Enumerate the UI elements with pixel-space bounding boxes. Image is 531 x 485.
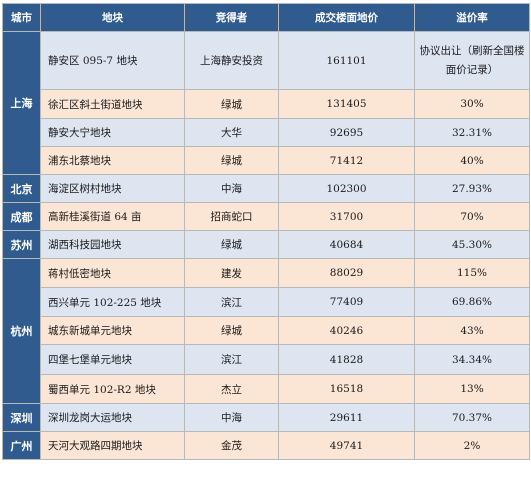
header-city: 城市 — [2, 3, 41, 32]
winner-cell: 中海 — [184, 174, 279, 203]
price-cell: 71412 — [278, 146, 415, 175]
premium-cell: 69.86% — [414, 287, 530, 317]
table-row: 四堡七堡单元地块 滨江 41828 34.34% — [3, 344, 530, 375]
premium-cell: 40% — [414, 146, 530, 175]
price-cell: 161101 — [278, 31, 415, 90]
price-cell: 29611 — [278, 403, 415, 432]
premium-cell: 30% — [414, 89, 530, 119]
table-row: 蜀西单元 102-R2 地块 杰立 16518 13% — [3, 374, 530, 404]
header-premium: 溢价率 — [414, 3, 530, 32]
premium-cell: 27.93% — [414, 174, 530, 203]
table-row: 西兴单元 102-225 地块 滨江 77409 69.86% — [3, 287, 530, 317]
city-cell: 苏州 — [2, 230, 41, 259]
winner-cell: 中海 — [184, 403, 279, 432]
header-price: 成交楼面地价 — [278, 3, 415, 32]
plot-cell: 湖西科技园地块 — [40, 230, 185, 259]
price-cell: 77409 — [278, 287, 415, 317]
table-row: 成都 高新桂溪街道 64 亩招商蛇口 31700 70% — [2, 202, 530, 231]
table-row: 北京 海淀区树村地块 中海 102300 27.93% — [2, 174, 530, 203]
price-cell: 31700 — [278, 202, 415, 231]
premium-cell: 70.37% — [414, 403, 530, 432]
price-cell: 40684 — [278, 230, 415, 259]
plot-cell: 海淀区树村地块 — [40, 174, 185, 203]
plot-cell: 静安区 095-7 地块 — [40, 31, 185, 90]
plot-cell: 天河大观路四期地块 — [40, 431, 185, 460]
winner-cell: 金茂 — [184, 431, 279, 460]
plot-cell: 静安大宁地块 — [40, 118, 185, 147]
city-cell: 成都 — [2, 202, 41, 231]
plot-cell: 高新桂溪街道 64 亩 — [40, 202, 185, 231]
header-winner: 竞得者 — [184, 3, 279, 32]
premium-cell: 43% — [414, 316, 530, 345]
table-row: 静安大宁地块 大华 92695 32.31% — [3, 118, 530, 147]
premium-cell: 70% — [414, 202, 530, 231]
city-cell: 深圳 — [2, 403, 41, 432]
price-cell: 102300 — [278, 174, 415, 203]
winner-cell: 绿城 — [184, 230, 279, 259]
winner-cell: 建发 — [184, 258, 279, 288]
price-cell: 40246 — [278, 316, 415, 345]
price-cell: 92695 — [278, 118, 415, 147]
table-body: 上海 静安区 095-7 地块 上海静安投资 161101 协议出让（刷新全国楼面价记录… — [2, 31, 530, 460]
city-cell: 上海 — [2, 31, 41, 175]
winner-cell: 上海静安投资 — [184, 31, 279, 90]
table-row: 上海 静安区 095-7 地块 上海静安投资 161101 协议出让（刷新全国楼面价记录… — [2, 31, 530, 175]
price-cell: 88029 — [278, 258, 415, 288]
table-row: 浦东北蔡地块 绿城 71412 40% — [3, 146, 530, 175]
premium-cell: 32.31% — [414, 118, 530, 147]
winner-cell: 绿城 — [184, 316, 279, 345]
plot-cell: 西兴单元 102-225 地块 — [40, 287, 185, 317]
winner-cell: 绿城 — [184, 89, 279, 119]
winner-cell: 滨江 — [184, 344, 279, 375]
premium-cell: 13% — [414, 374, 530, 404]
price-cell: 49741 — [278, 431, 415, 460]
header-plot: 地块 — [40, 3, 185, 32]
premium-cell: 45.30% — [414, 230, 530, 259]
table-row: 深圳 深圳龙岗大运地块 中海 29611 70.37% — [2, 403, 530, 432]
winner-cell: 招商蛇口 — [184, 202, 279, 231]
price-cell: 16518 — [278, 374, 415, 404]
plot-cell: 徐汇区斜土街道地块 — [40, 89, 185, 119]
city-cell: 杭州 — [2, 258, 41, 404]
price-cell: 41828 — [278, 344, 415, 375]
premium-cell: 34.34% — [414, 344, 530, 375]
plot-cell: 四堡七堡单元地块 — [40, 344, 185, 375]
plot-cell: 蒋村低密地块 — [40, 258, 185, 288]
winner-cell: 大华 — [184, 118, 279, 147]
plot-cell: 深圳龙岗大运地块 — [40, 403, 185, 432]
winner-cell: 滨江 — [184, 287, 279, 317]
winner-cell: 杰立 — [184, 374, 279, 404]
plot-cell: 蜀西单元 102-R2 地块 — [40, 374, 185, 404]
plot-cell: 浦东北蔡地块 — [40, 146, 185, 175]
header-row: 城市 地块 竞得者 成交楼面地价 溢价率 — [2, 3, 530, 32]
city-cell: 广州 — [2, 431, 41, 460]
table-row: 徐汇区斜土街道地块 绿城 131405 30% — [3, 89, 530, 119]
premium-cell: 2% — [414, 431, 530, 460]
premium-cell: 115% — [414, 258, 530, 288]
plot-cell: 城东新城单元地块 — [40, 316, 185, 345]
table-row: 广州 天河大观路四期地块 金茂 49741 2% — [2, 431, 530, 460]
premium-cell: 协议出让（刷新全国楼面价记录） — [414, 31, 530, 90]
table-row: 城东新城单元地块 绿城 40246 43% — [3, 316, 530, 345]
land-auction-table: 城市 地块 竞得者 成交楼面地价 溢价率 上海 静安区 095-7 地块 上海静安投… — [2, 3, 530, 460]
city-cell: 北京 — [2, 174, 41, 203]
price-cell: 131405 — [278, 89, 415, 119]
winner-cell: 绿城 — [184, 146, 279, 175]
table-row: 苏州 湖西科技园地块 绿城 40684 45.30% — [2, 230, 530, 259]
table-row: 杭州 蒋村低密地块 建发 88029 115% — [2, 258, 530, 404]
